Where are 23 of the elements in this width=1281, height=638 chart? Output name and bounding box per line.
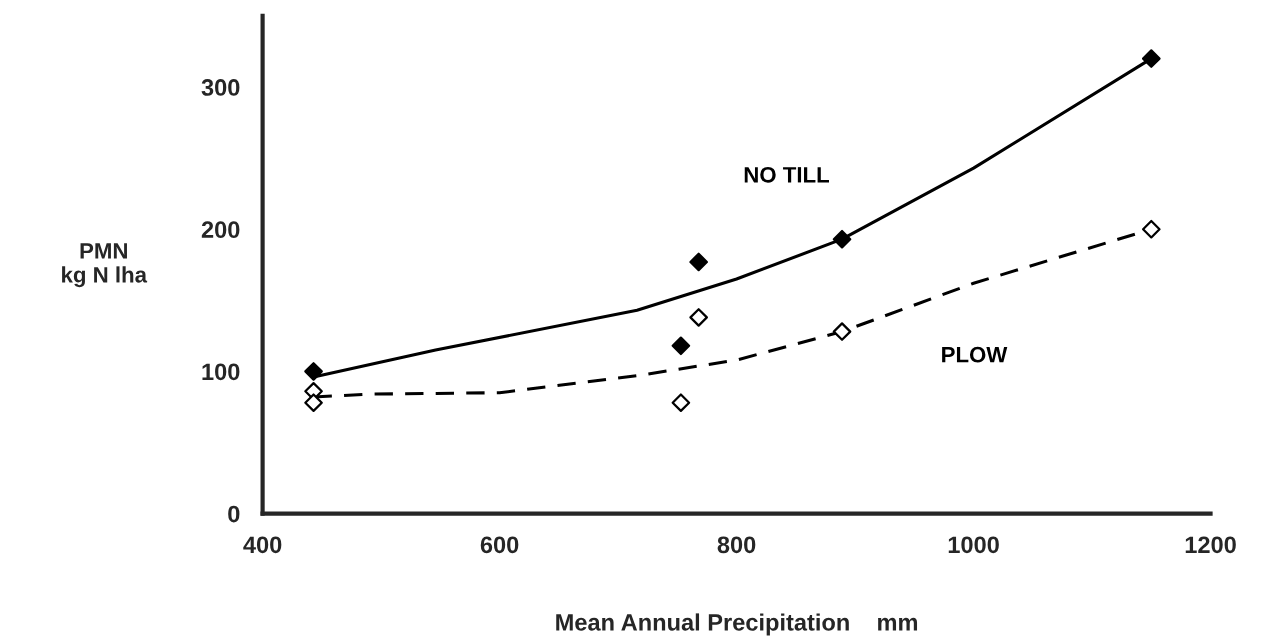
- y-tick-label: 200: [201, 221, 240, 239]
- point: [1141, 219, 1161, 239]
- x-tick-label: 400: [243, 536, 282, 554]
- point: [671, 393, 691, 413]
- point: [304, 362, 323, 381]
- y-tick-label: 0: [228, 505, 240, 523]
- x-tick-label: 1200: [1185, 536, 1236, 554]
- text: PLOW: [942, 346, 1008, 363]
- y-axis-title: PMN kg N lha: [62, 243, 148, 288]
- text: NO TILL: [744, 166, 829, 183]
- x-axis-title: Mean Annual Precipitation mm: [556, 613, 918, 636]
- point: [689, 308, 708, 327]
- x-tick-label: 800: [717, 536, 756, 554]
- point: [1141, 49, 1161, 68]
- x-tick-label: 600: [480, 536, 519, 554]
- x-tick-label: 1000: [948, 536, 999, 554]
- point: [304, 393, 323, 413]
- point: [689, 252, 708, 272]
- y-tick-label: 100: [202, 363, 240, 381]
- point: [832, 229, 852, 249]
- y-tick-label: 300: [201, 79, 240, 96]
- point: [832, 322, 852, 341]
- point: [671, 336, 691, 356]
